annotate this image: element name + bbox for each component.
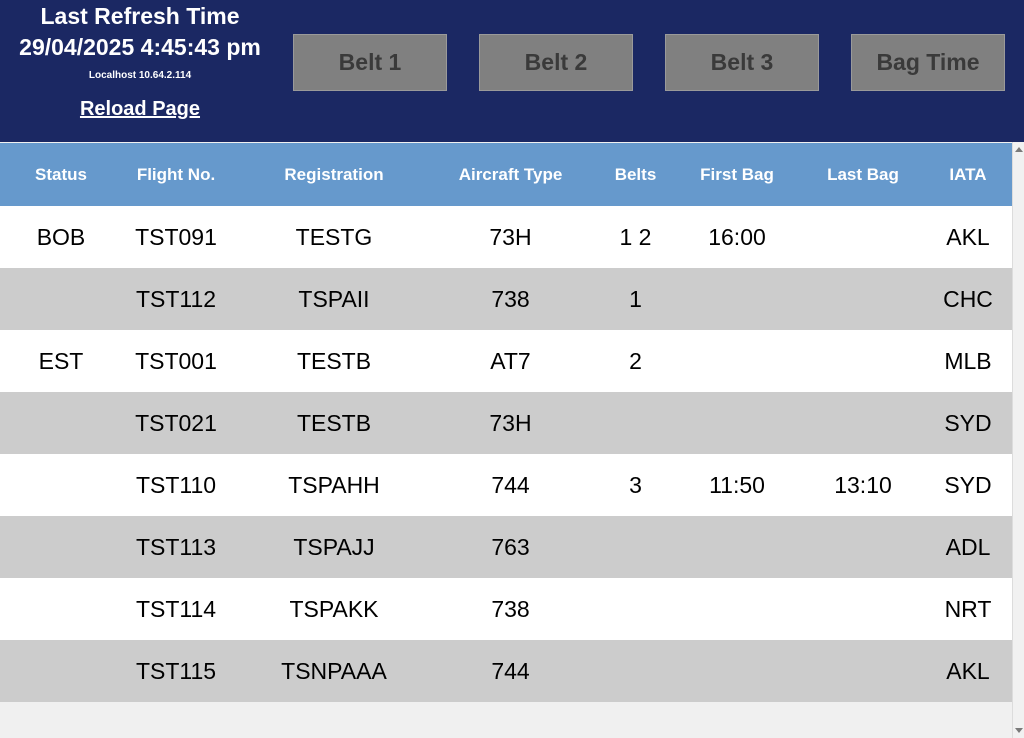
cell-flight-no: TST114 bbox=[135, 595, 217, 622]
cell-last-bag bbox=[786, 578, 940, 640]
cell-status bbox=[0, 578, 122, 640]
cell-belts: 2 bbox=[629, 347, 642, 374]
host-address: Localhost 10.64.2.114 bbox=[88, 70, 192, 81]
cell-registration: TSPAKK bbox=[289, 595, 379, 622]
cell-belts bbox=[583, 578, 688, 640]
refresh-title: Last Refresh Time bbox=[40, 3, 240, 29]
cell-aircraft-type: 738 bbox=[491, 285, 530, 312]
cell-first-bag bbox=[688, 578, 786, 640]
cell-first-bag bbox=[688, 640, 786, 702]
cell-iata: AKL bbox=[946, 657, 990, 684]
column-header-registration: Registration bbox=[284, 164, 384, 184]
cell-first-bag: 11:50 bbox=[709, 471, 765, 498]
cell-iata: MLB bbox=[944, 347, 992, 374]
cell-last-bag bbox=[786, 206, 940, 268]
cell-last-bag bbox=[786, 640, 940, 702]
table-row: TST110 TSPAHH 744 3 11:50 13:10 SYD bbox=[0, 454, 1012, 516]
cell-registration: TESTB bbox=[296, 409, 372, 436]
cell-status bbox=[0, 516, 122, 578]
cell-status bbox=[0, 454, 122, 516]
column-header-status: Status bbox=[35, 164, 87, 184]
cell-registration: TSPAII bbox=[298, 285, 370, 312]
cell-flight-no: TST112 bbox=[135, 285, 217, 312]
cell-belts: 1 2 bbox=[619, 223, 652, 250]
cell-belts: 3 bbox=[629, 471, 642, 498]
cell-flight-no: TST091 bbox=[135, 223, 217, 250]
cell-status bbox=[0, 640, 122, 702]
cell-flight-no: TST110 bbox=[135, 471, 217, 498]
belt-3-button[interactable]: Belt 3 bbox=[665, 34, 819, 91]
cell-aircraft-type: 73H bbox=[489, 409, 532, 436]
table-row: TST112 TSPAII 738 1 CHC bbox=[0, 268, 1012, 330]
vertical-scrollbar[interactable] bbox=[1012, 142, 1024, 738]
cell-last-bag bbox=[786, 268, 940, 330]
cell-aircraft-type: 763 bbox=[491, 533, 530, 560]
cell-status: BOB bbox=[36, 223, 86, 250]
cell-last-bag bbox=[786, 516, 940, 578]
column-header-iata: IATA bbox=[949, 164, 987, 184]
cell-iata: AKL bbox=[946, 223, 990, 250]
cell-first-bag bbox=[688, 516, 786, 578]
cell-aircraft-type: 744 bbox=[491, 471, 530, 498]
cell-iata: ADL bbox=[945, 533, 991, 560]
table-row: EST TST001 TESTB AT7 2 MLB bbox=[0, 330, 1012, 392]
cell-last-bag bbox=[786, 330, 940, 392]
cell-belts bbox=[583, 640, 688, 702]
cell-aircraft-type: 744 bbox=[491, 657, 530, 684]
flights-table: Status Flight No. Registration Aircraft … bbox=[0, 142, 1012, 738]
cell-last-bag bbox=[786, 392, 940, 454]
cell-registration: TESTB bbox=[296, 347, 372, 374]
cell-iata: NRT bbox=[944, 595, 992, 622]
cell-registration: TESTG bbox=[295, 223, 373, 250]
bag-time-button[interactable]: Bag Time bbox=[851, 34, 1005, 91]
cell-iata: CHC bbox=[943, 285, 993, 312]
column-header-aircraft-type: Aircraft Type bbox=[458, 164, 563, 184]
table-header-row: Status Flight No. Registration Aircraft … bbox=[0, 143, 1012, 206]
cell-status bbox=[0, 392, 122, 454]
table-row: TST113 TSPAJJ 763 ADL bbox=[0, 516, 1012, 578]
cell-belts bbox=[583, 516, 688, 578]
cell-belts bbox=[583, 392, 688, 454]
column-header-last-bag: Last Bag bbox=[827, 164, 899, 184]
cell-aircraft-type: AT7 bbox=[490, 347, 531, 374]
cell-status bbox=[0, 268, 122, 330]
cell-flight-no: TST115 bbox=[135, 657, 217, 684]
header-bar: Last Refresh Time 29/04/2025 4:45:43 pm … bbox=[0, 0, 1024, 142]
cell-first-bag bbox=[688, 392, 786, 454]
cell-first-bag: 16:00 bbox=[708, 223, 766, 250]
cell-belts: 1 bbox=[629, 285, 642, 312]
cell-iata: SYD bbox=[944, 409, 992, 436]
column-header-flight-no: Flight No. bbox=[136, 164, 216, 184]
cell-aircraft-type: 73H bbox=[489, 223, 532, 250]
cell-registration: TSPAHH bbox=[288, 471, 380, 498]
table-row: TST114 TSPAKK 738 NRT bbox=[0, 578, 1012, 640]
cell-registration: TSPAJJ bbox=[293, 533, 375, 560]
cell-last-bag: 13:10 bbox=[834, 471, 892, 498]
scroll-down-arrow-icon[interactable] bbox=[1015, 728, 1023, 733]
reload-page-link[interactable]: Reload Page bbox=[79, 98, 201, 120]
table-row: BOB TST091 TESTG 73H 1 2 16:00 AKL bbox=[0, 206, 1012, 268]
column-header-belts: Belts bbox=[614, 164, 657, 184]
table-row: TST115 TSNPAAA 744 AKL bbox=[0, 640, 1012, 702]
cell-flight-no: TST021 bbox=[135, 409, 217, 436]
cell-status: EST bbox=[38, 347, 84, 374]
cell-flight-no: TST001 bbox=[135, 347, 217, 374]
table-row: TST021 TESTB 73H SYD bbox=[0, 392, 1012, 454]
cell-first-bag bbox=[688, 268, 786, 330]
belt-2-button[interactable]: Belt 2 bbox=[479, 34, 633, 91]
cell-registration: TSNPAAA bbox=[281, 657, 387, 684]
scroll-up-arrow-icon[interactable] bbox=[1015, 147, 1023, 152]
cell-first-bag bbox=[688, 330, 786, 392]
belt-1-button[interactable]: Belt 1 bbox=[293, 34, 447, 91]
cell-aircraft-type: 738 bbox=[491, 595, 530, 622]
refresh-timestamp: 29/04/2025 4:45:43 pm bbox=[19, 34, 261, 60]
cell-iata: SYD bbox=[944, 471, 992, 498]
column-header-first-bag: First Bag bbox=[700, 164, 774, 184]
cell-flight-no: TST113 bbox=[135, 533, 217, 560]
